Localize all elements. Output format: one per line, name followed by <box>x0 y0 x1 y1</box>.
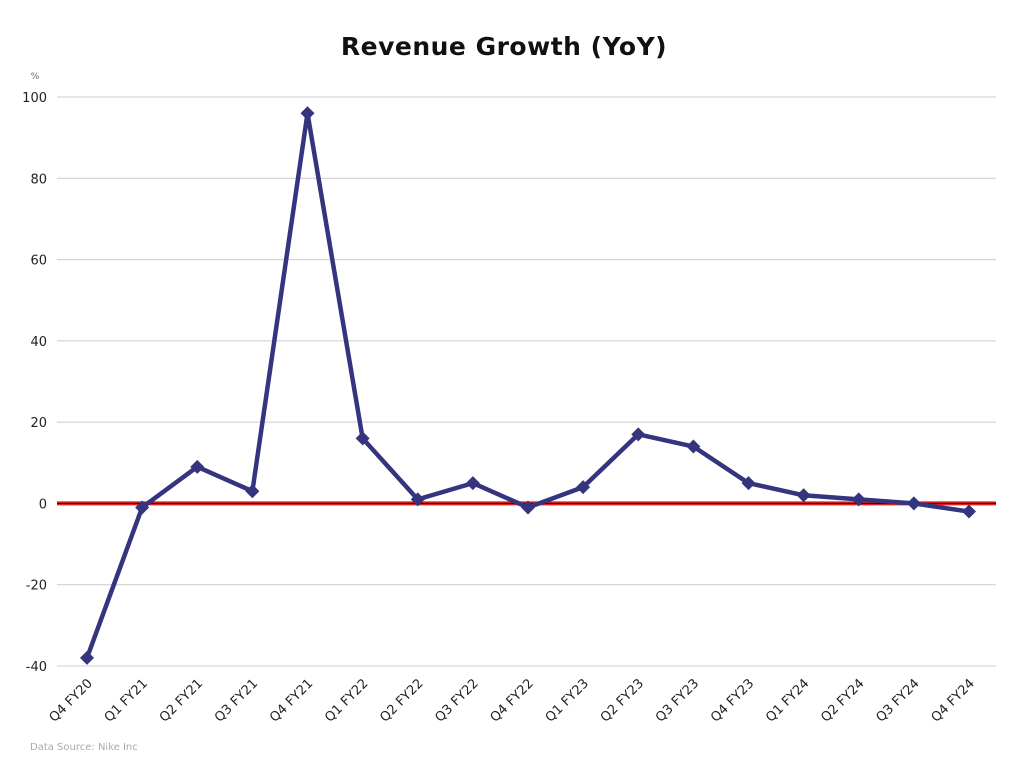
data-point-marker <box>906 496 921 511</box>
data-source-note: Data Source: Nike Inc <box>30 742 138 753</box>
y-axis-tick-labels: -40 -20 0 20 40 60 80 100 <box>22 91 47 675</box>
gridlines <box>57 96 996 667</box>
x-tick-label: Q1 FY23 <box>543 676 592 725</box>
x-tick-label: Q2 FY24 <box>818 676 867 725</box>
y-tick-label: -20 <box>26 579 47 594</box>
chart-title: Revenue Growth (YoY) <box>341 32 667 61</box>
data-point-marker <box>190 459 205 474</box>
data-point-marker <box>300 106 315 121</box>
y-tick-label: 60 <box>30 254 47 269</box>
data-point-marker <box>410 492 425 507</box>
x-tick-label: Q4 FY20 <box>47 676 96 725</box>
x-axis-tick-labels: Q4 FY20 Q1 FY21 Q2 FY21 Q3 FY21 Q4 FY21 Q1 FY… <box>47 676 978 725</box>
data-point-marker <box>851 492 866 507</box>
data-point-marker <box>741 476 756 491</box>
data-point-marker <box>576 480 591 495</box>
data-point-marker <box>245 484 260 499</box>
data-point-marker <box>135 500 150 515</box>
series-group <box>80 106 976 665</box>
data-point-marker <box>962 504 976 519</box>
y-tick-label: 40 <box>30 335 47 350</box>
data-point-marker <box>355 431 370 446</box>
x-tick-label: Q3 FY22 <box>432 676 481 725</box>
data-point-marker <box>686 439 701 454</box>
y-tick-label: 80 <box>30 172 47 187</box>
series-line <box>84 111 972 661</box>
y-tick-label: 0 <box>39 497 47 512</box>
x-tick-label: Q4 FY24 <box>929 676 978 725</box>
x-tick-label: Q3 FY21 <box>212 676 261 725</box>
data-point-marker <box>465 476 480 491</box>
x-tick-label: Q4 FY22 <box>488 676 537 725</box>
data-point-marker <box>80 650 94 665</box>
x-tick-label: Q4 FY23 <box>708 676 757 725</box>
x-tick-label: Q2 FY23 <box>598 676 647 725</box>
data-point-marker <box>521 500 535 515</box>
x-tick-label: Q1 FY21 <box>102 676 151 725</box>
y-tick-label: 20 <box>30 416 47 431</box>
x-tick-label: Q2 FY21 <box>157 676 206 725</box>
x-tick-label: Q1 FY24 <box>763 676 812 725</box>
x-tick-label: Q2 FY22 <box>377 676 426 725</box>
x-tick-label: Q4 FY21 <box>267 676 316 725</box>
y-tick-label: -40 <box>26 660 47 675</box>
y-axis-unit-label: % <box>31 72 40 82</box>
data-point-marker <box>631 427 646 442</box>
y-tick-label: 100 <box>22 91 47 106</box>
data-point-marker <box>796 488 811 503</box>
x-tick-label: Q1 FY22 <box>322 676 371 725</box>
x-tick-label: Q3 FY24 <box>873 676 922 725</box>
x-tick-label: Q3 FY23 <box>653 676 702 725</box>
